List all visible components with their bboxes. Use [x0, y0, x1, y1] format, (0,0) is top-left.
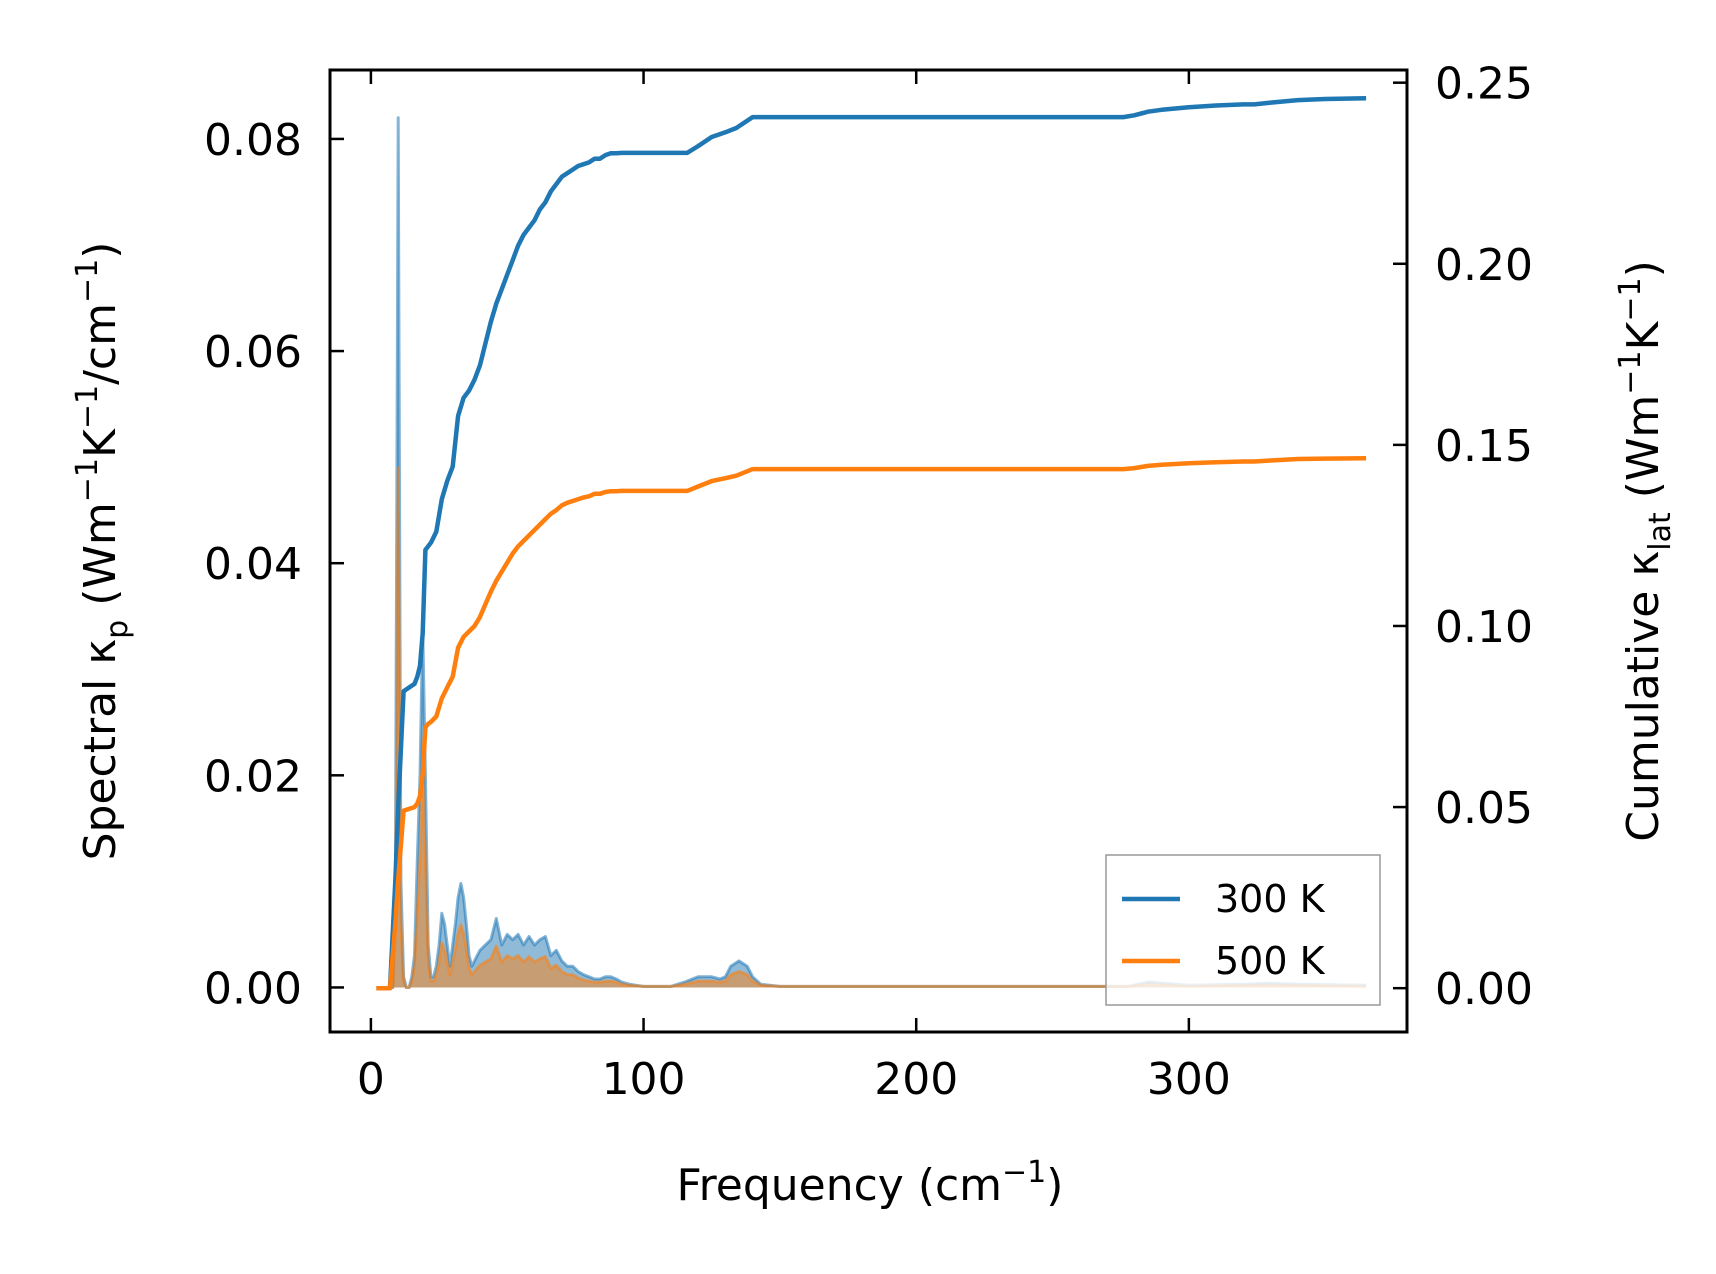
spectral-lines: [376, 116, 1367, 989]
legend-label-300k: 300 K: [1215, 877, 1326, 921]
right-tick-label: 0.15: [1435, 421, 1533, 472]
legend-label-500k: 500 K: [1215, 939, 1326, 983]
cumulative-lines: [376, 96, 1367, 991]
right-tick-label: 0.10: [1435, 602, 1533, 653]
right-tick-label: 0.05: [1435, 783, 1533, 834]
plot-frame: [328, 68, 1409, 1034]
left-axis-ticks: 0.00 0.02 0.04 0.06 0.08: [204, 115, 344, 1014]
right-tick-label: 0.20: [1435, 240, 1533, 291]
x-tick-label: 200: [874, 1054, 958, 1105]
x-tick-label: 300: [1147, 1054, 1231, 1105]
cumulative-line-300k: [376, 96, 1367, 991]
right-axis-ticks: 0.00 0.05 0.10 0.15 0.20 0.25: [1393, 59, 1533, 1015]
x-axis-ticks: 0 100 200 300: [357, 70, 1231, 1105]
x-axis-title: Frequency (cm−1): [677, 1155, 1064, 1211]
cumulative-line-500k: [376, 456, 1367, 991]
legend-box: [1105, 854, 1381, 1006]
left-tick-label: 0.04: [204, 539, 302, 590]
legend: 300 K 500 K: [1105, 854, 1381, 1006]
right-tick-label: 0.00: [1435, 964, 1533, 1015]
right-tick-label: 0.25: [1435, 59, 1533, 110]
right-axis-title: Cumulative κlat (Wm−1K−1): [1613, 260, 1678, 842]
spectral-line-500k: [376, 466, 1367, 989]
left-tick-label: 0.02: [204, 751, 302, 802]
left-tick-label: 0.06: [204, 327, 302, 378]
x-tick-label: 0: [357, 1054, 385, 1105]
x-tick-label: 100: [602, 1054, 686, 1105]
left-tick-label: 0.00: [204, 963, 302, 1014]
left-axis-title: Spectral κp (Wm−1K−1/cm−1): [70, 242, 135, 861]
left-tick-label: 0.08: [204, 115, 302, 166]
